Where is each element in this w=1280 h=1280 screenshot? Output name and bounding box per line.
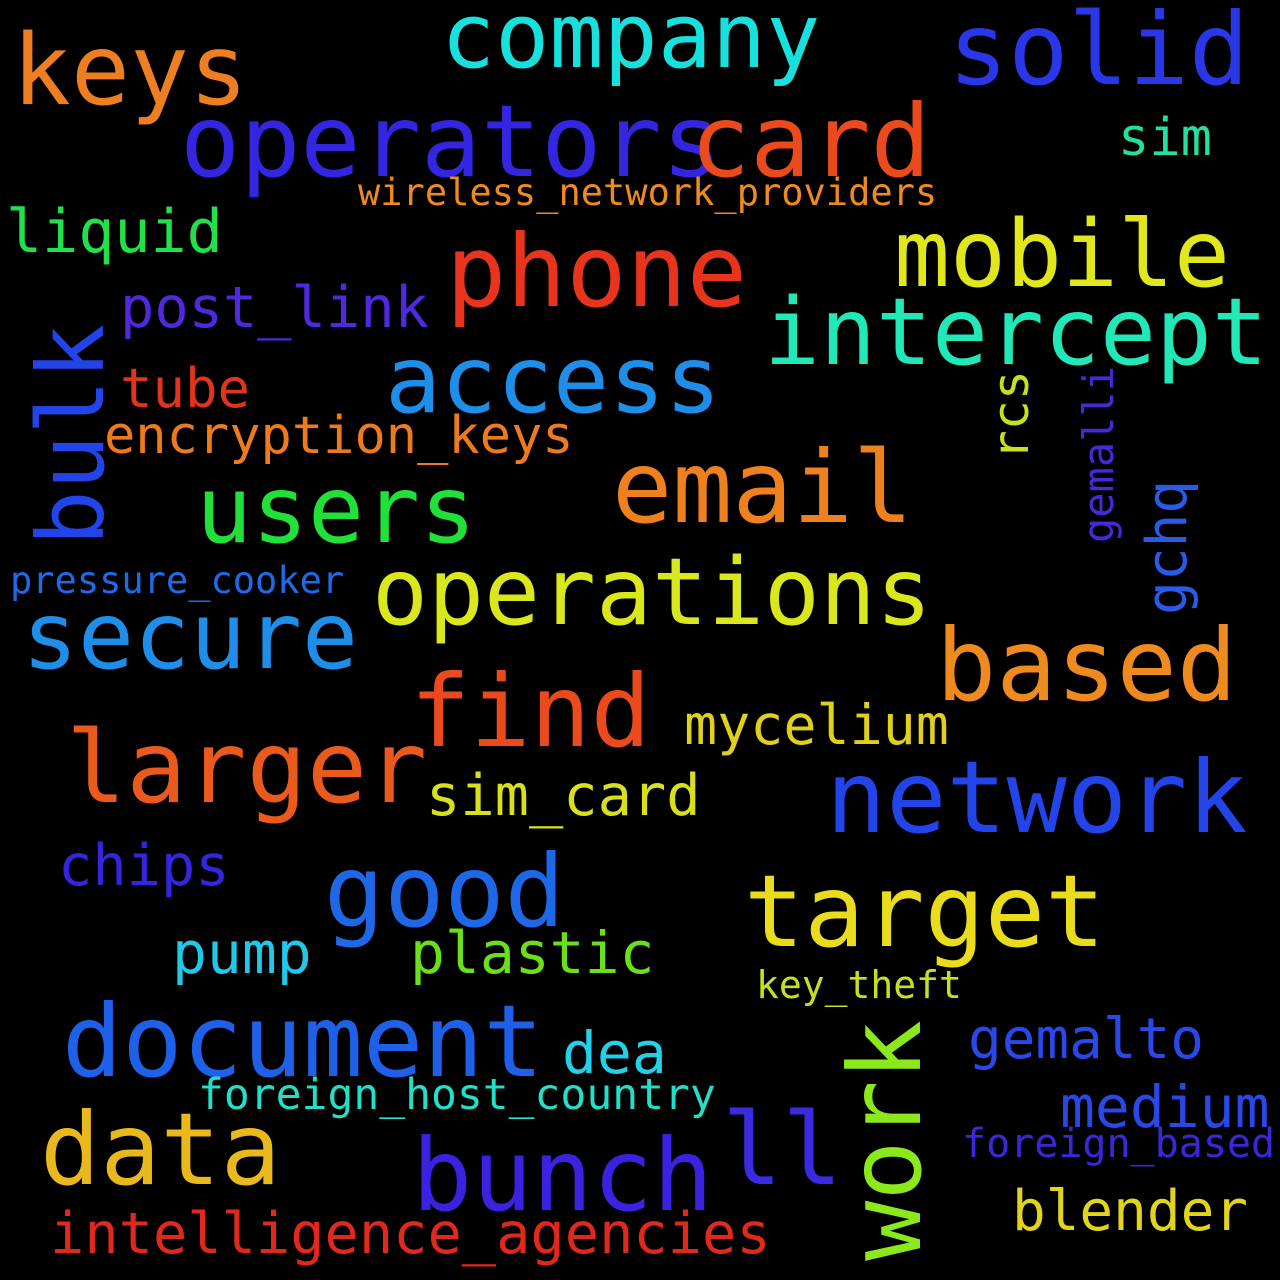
word-intelligence-agencies: intelligence_agencies [50, 1201, 771, 1267]
word-gemalli: gemalli [1074, 366, 1123, 544]
word-foreign-based: foreign_based [962, 1121, 1276, 1167]
word-email: email [612, 429, 914, 546]
word-access: access [385, 326, 721, 434]
word-foreign-host-country: foreign_host_country [198, 1070, 716, 1120]
word-sim: sim [1118, 108, 1212, 168]
word-operations: operations [372, 538, 932, 646]
word-keys: keys [12, 14, 249, 128]
word-target: target [744, 853, 1106, 970]
word-based: based [936, 607, 1238, 724]
word-operators: operators [180, 83, 722, 200]
word-key-theft: key_theft [756, 963, 962, 1007]
word-mycelium: mycelium [684, 693, 949, 757]
word-phone: phone [446, 213, 748, 330]
word-gemalto: gemalto [968, 1007, 1205, 1072]
word-ll: ll [722, 1091, 843, 1208]
word-mobile: mobile [894, 200, 1230, 308]
word-document: document [62, 983, 544, 1100]
word-plastic: plastic [410, 919, 655, 987]
word-tube: tube [120, 357, 251, 420]
word-pump: pump [172, 919, 312, 987]
word-work: work [827, 1020, 944, 1261]
word-good: good [324, 833, 565, 950]
word-chips: chips [58, 833, 230, 899]
word-post-link: post_link [120, 275, 429, 341]
word-rcs: rcs [982, 370, 1040, 461]
word-dea: dea [562, 1019, 667, 1087]
word-wireless-network-providers: wireless_network_providers [358, 171, 938, 214]
word-blender: blender [1012, 1179, 1249, 1244]
word-bunch: bunch [412, 1117, 714, 1234]
word-encryption-keys: encryption_keys [104, 406, 574, 466]
word-intercept: intercept [764, 278, 1268, 386]
word-data: data [40, 1091, 281, 1208]
word-gchq: gchq [1135, 480, 1200, 615]
word-liquid: liquid [6, 197, 223, 267]
word-network: network [826, 739, 1248, 856]
word-company: company [441, 0, 821, 89]
word-larger: larger [66, 709, 428, 826]
word-solid: solid [948, 0, 1250, 108]
word-find: find [410, 653, 651, 770]
word-sim-card: sim_card [426, 763, 701, 829]
word-users: users [196, 456, 476, 564]
word-secure: secure [22, 582, 358, 690]
word-medium: medium [1060, 1073, 1270, 1141]
word-card: card [690, 83, 931, 200]
word-pressure-cooker: pressure_cooker [10, 559, 345, 602]
